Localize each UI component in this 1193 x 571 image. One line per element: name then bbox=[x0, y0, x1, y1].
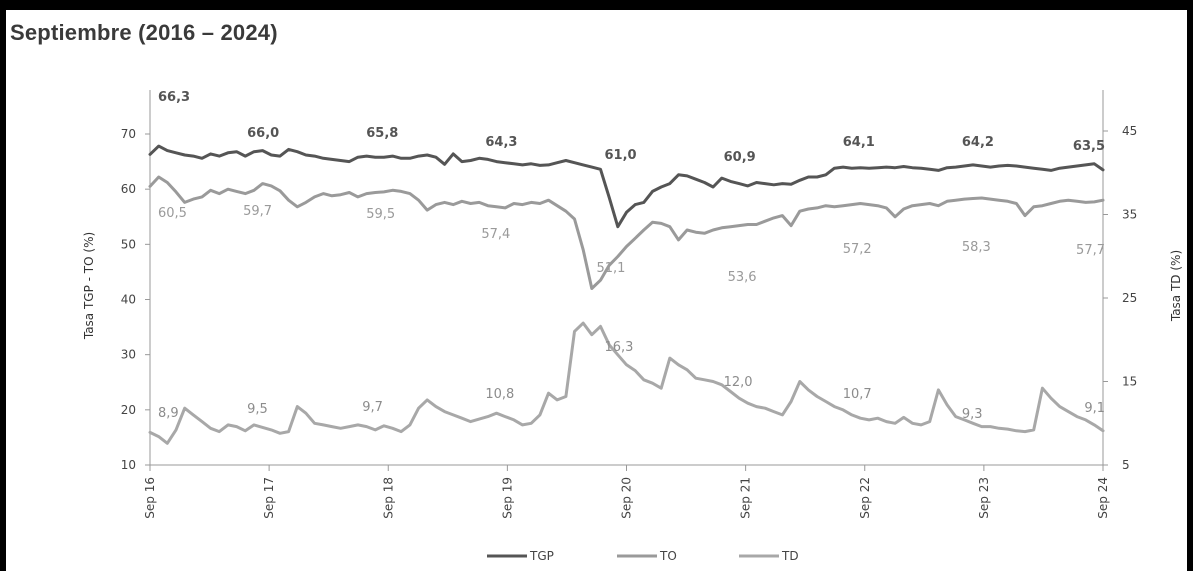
data-label-to: 59,7 bbox=[243, 204, 272, 219]
data-label-td: 8,9 bbox=[158, 406, 179, 421]
x-tick-label: Sep 24 bbox=[1096, 477, 1110, 519]
chart-title: Septiembre (2016 – 2024) bbox=[10, 20, 278, 45]
data-label-to: 60,5 bbox=[158, 206, 187, 221]
data-label-to: 58,3 bbox=[962, 240, 991, 255]
chart-panel bbox=[6, 10, 1187, 571]
legend-label-to: TO bbox=[659, 549, 677, 563]
right-tick-label: 5 bbox=[1122, 458, 1130, 472]
data-label-to: 53,6 bbox=[728, 270, 757, 285]
data-label-td: 12,0 bbox=[724, 375, 753, 390]
data-labels: 66,3 66,0 65,8 64,3 61,0 60,9 64,1 64,2 63,5 60,5… bbox=[158, 90, 1105, 422]
data-label-tgp: 66,3 bbox=[158, 90, 190, 105]
right-axis-title: Tasa TD (%) bbox=[1169, 250, 1183, 322]
data-label-tgp: 60,9 bbox=[724, 150, 756, 165]
left-axis-title: Tasa TGP - TO (%) bbox=[82, 232, 96, 340]
data-label-tgp: 65,8 bbox=[366, 126, 398, 141]
right-tick-label: 45 bbox=[1122, 124, 1137, 138]
data-label-td: 10,8 bbox=[485, 387, 514, 402]
left-tick-label: 20 bbox=[121, 403, 136, 417]
data-label-to: 59,5 bbox=[366, 207, 395, 222]
data-label-to: 51,1 bbox=[597, 261, 626, 276]
x-tick-label: Sep 16 bbox=[143, 477, 157, 519]
data-label-td: 9,5 bbox=[247, 402, 268, 417]
x-tick-label: Sep 17 bbox=[262, 477, 276, 519]
left-tick-label: 60 bbox=[121, 182, 136, 196]
data-label-tgp: 66,0 bbox=[247, 126, 279, 141]
left-tick-label: 70 bbox=[121, 127, 136, 141]
data-label-td: 9,3 bbox=[962, 407, 983, 422]
left-tick-label: 10 bbox=[121, 458, 136, 472]
chart-legend: TGP TO TD bbox=[487, 549, 799, 563]
x-tick-label: Sep 19 bbox=[500, 477, 514, 519]
x-tick-label: Sep 21 bbox=[739, 477, 753, 519]
x-tick-label: Sep 23 bbox=[977, 477, 991, 519]
data-label-tgp: 61,0 bbox=[605, 148, 637, 163]
x-tick-label: Sep 20 bbox=[620, 477, 634, 519]
data-label-tgp: 64,2 bbox=[962, 135, 994, 150]
chart-axes: 10 20 30 40 50 60 70 5 15 25 35 45 Sep 16 Sep 17 Sep 1… bbox=[82, 90, 1183, 519]
right-tick-label: 25 bbox=[1122, 291, 1137, 305]
data-label-tgp: 64,3 bbox=[485, 135, 517, 150]
x-tick-label: Sep 22 bbox=[858, 477, 872, 519]
right-tick-label: 35 bbox=[1122, 208, 1137, 222]
series-lines bbox=[148, 144, 1105, 445]
data-label-to: 57,2 bbox=[843, 242, 872, 257]
legend-label-td: TD bbox=[781, 549, 799, 563]
series-line-td bbox=[148, 321, 1105, 445]
series-line-to bbox=[148, 175, 1105, 290]
data-label-tgp: 64,1 bbox=[843, 135, 875, 150]
data-label-tgp: 63,5 bbox=[1073, 139, 1105, 154]
data-label-to: 57,4 bbox=[481, 227, 510, 242]
data-label-td: 16,3 bbox=[605, 340, 634, 355]
data-label-td: 9,1 bbox=[1084, 401, 1105, 416]
data-label-td: 10,7 bbox=[843, 387, 872, 402]
data-label-td: 9,7 bbox=[362, 400, 383, 415]
right-tick-label: 15 bbox=[1122, 375, 1137, 389]
left-tick-label: 50 bbox=[121, 237, 136, 251]
data-label-to: 57,7 bbox=[1076, 243, 1105, 258]
left-tick-label: 30 bbox=[121, 348, 136, 362]
series-line-tgp bbox=[148, 144, 1105, 229]
legend-label-tgp: TGP bbox=[529, 549, 554, 563]
x-tick-label: Sep 18 bbox=[381, 477, 395, 519]
left-tick-label: 40 bbox=[121, 293, 136, 307]
